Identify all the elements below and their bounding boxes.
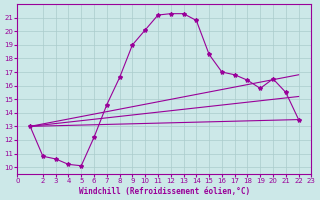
X-axis label: Windchill (Refroidissement éolien,°C): Windchill (Refroidissement éolien,°C): [79, 187, 250, 196]
